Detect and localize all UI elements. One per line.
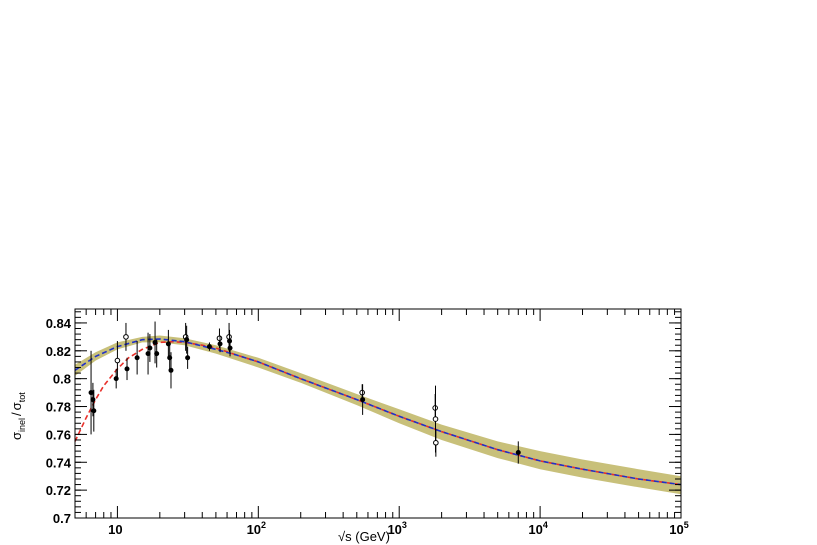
y-tick-label-5: 0.78 bbox=[46, 400, 71, 415]
marker-30 bbox=[515, 450, 521, 456]
marker-12 bbox=[154, 351, 160, 357]
data-point-17 bbox=[184, 325, 190, 354]
x-tick-label-2: 102 bbox=[247, 520, 266, 537]
data-point-8 bbox=[134, 341, 140, 375]
marker-5 bbox=[114, 357, 121, 364]
marker-7 bbox=[124, 366, 130, 372]
x-tick-label-base-4: 10 bbox=[528, 522, 542, 537]
x-tick-label-exponent-5: 5 bbox=[684, 520, 689, 530]
x-tick-label-5: 105 bbox=[669, 520, 688, 537]
marker-19 bbox=[206, 344, 212, 350]
plot-frame bbox=[74, 308, 682, 519]
uncertainty-band bbox=[75, 335, 681, 495]
data-point-6 bbox=[123, 322, 129, 351]
data-point-14 bbox=[167, 343, 173, 372]
marker-17 bbox=[184, 337, 190, 343]
data-point-12 bbox=[154, 339, 160, 368]
marker-10 bbox=[147, 345, 153, 351]
series-layer bbox=[74, 338, 682, 486]
x-tick-label-3: 103 bbox=[387, 520, 406, 537]
data-point-29 bbox=[433, 428, 439, 457]
y-axis-label-slash: / bbox=[9, 412, 24, 416]
marker-24 bbox=[227, 345, 233, 351]
marker-8 bbox=[134, 355, 140, 361]
y-axis-label-sub-inel: inel bbox=[17, 418, 27, 432]
x-tick-label-exponent-2: 2 bbox=[261, 520, 266, 530]
marker-20 bbox=[216, 335, 223, 342]
data-point-24 bbox=[227, 339, 233, 357]
x-tick-label-base-1: 10 bbox=[108, 522, 122, 537]
data-point-26 bbox=[360, 384, 366, 415]
data-point-10 bbox=[147, 334, 153, 362]
x-tick-label-base-2: 10 bbox=[247, 522, 261, 537]
marker-6 bbox=[123, 334, 129, 340]
y-tick-label-6: 0.8 bbox=[53, 372, 71, 387]
data-point-30 bbox=[515, 441, 521, 464]
y-axis-label-sigma-2: σ bbox=[9, 402, 24, 410]
x-tick-label-exponent-4: 4 bbox=[543, 520, 548, 530]
marker-21 bbox=[217, 341, 223, 347]
x-tick-label-base-5: 10 bbox=[669, 522, 683, 537]
data-point-21 bbox=[217, 335, 223, 353]
x-axis-label-radical: √ bbox=[338, 529, 346, 544]
marker-28 bbox=[432, 416, 439, 422]
x-axis-label-radicand: s bbox=[345, 529, 352, 544]
y-tick-label-8: 0.84 bbox=[46, 316, 72, 331]
data-point-5 bbox=[114, 341, 121, 381]
x-tick-label-1: 10 bbox=[108, 522, 122, 537]
marker-29 bbox=[433, 439, 439, 446]
marker-15 bbox=[168, 367, 174, 373]
data-point-18 bbox=[185, 346, 191, 369]
data-point-7 bbox=[124, 357, 130, 381]
y-tick-label-7: 0.82 bbox=[46, 344, 71, 359]
y-tick-label-4: 0.76 bbox=[46, 427, 71, 442]
series-line-1 bbox=[74, 340, 682, 486]
x-axis-label: √s (GeV) bbox=[338, 529, 390, 544]
y-axis-label: σinel/σtot bbox=[9, 392, 27, 440]
marker-26 bbox=[360, 397, 366, 403]
x-tick-label-base-3: 10 bbox=[387, 522, 401, 537]
x-tick-label-4: 104 bbox=[528, 520, 547, 537]
marker-18 bbox=[185, 355, 191, 361]
marker-3 bbox=[91, 408, 97, 414]
x-axis-label-unit: (GeV) bbox=[352, 529, 390, 544]
uncertainty-band-layer bbox=[75, 335, 681, 495]
x-tick-label-exponent-3: 3 bbox=[402, 520, 407, 530]
data-points-layer bbox=[88, 321, 521, 464]
y-axis-label-sigma-1: σ bbox=[9, 432, 24, 440]
data-point-15 bbox=[168, 352, 174, 389]
series-line-2 bbox=[74, 338, 682, 486]
y-tick-label-2: 0.72 bbox=[46, 483, 71, 498]
data-point-19 bbox=[206, 342, 212, 351]
y-axis-label-sub-tot: tot bbox=[17, 392, 27, 403]
y-tick-label-1: 0.7 bbox=[53, 511, 71, 526]
data-point-4 bbox=[113, 368, 119, 389]
data-point-3 bbox=[91, 389, 97, 432]
y-tick-label-3: 0.74 bbox=[46, 455, 72, 470]
